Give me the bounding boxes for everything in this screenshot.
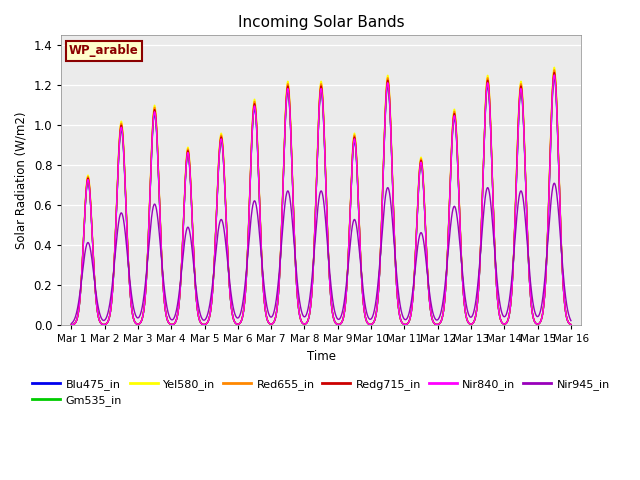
Redg715_in — [567, 322, 575, 327]
Text: WP_arable: WP_arable — [69, 44, 139, 57]
Line: Yel580_in: Yel580_in — [71, 67, 571, 325]
Nir945_in — [237, 309, 245, 314]
Gm535_in — [546, 161, 554, 167]
Redg715_in — [304, 318, 312, 324]
Red655_in — [67, 322, 75, 328]
Nir840_in — [567, 322, 575, 327]
Redg715_in — [540, 302, 548, 308]
Red655_in — [237, 319, 245, 324]
Gm535_in — [540, 303, 548, 309]
Blu475_in — [540, 303, 548, 309]
Gm535_in — [433, 322, 440, 327]
Line: Redg715_in: Redg715_in — [71, 72, 571, 325]
Nir840_in — [540, 303, 548, 309]
Blu475_in — [433, 322, 440, 327]
Line: Nir945_in: Nir945_in — [71, 183, 571, 324]
Blu475_in — [67, 322, 75, 328]
Nir945_in — [304, 307, 312, 313]
Redg715_in — [237, 319, 245, 324]
Gm535_in — [67, 322, 75, 328]
Redg715_in — [447, 169, 454, 175]
Nir840_in — [433, 322, 440, 327]
Yel580_in — [550, 64, 558, 70]
Nir945_in — [550, 180, 558, 186]
Nir945_in — [546, 211, 554, 216]
Red655_in — [546, 158, 554, 164]
Redg715_in — [67, 322, 75, 328]
Blu475_in — [304, 318, 312, 324]
X-axis label: Time: Time — [307, 349, 335, 362]
Red655_in — [447, 168, 454, 174]
Redg715_in — [546, 159, 554, 165]
Yel580_in — [433, 322, 440, 327]
Y-axis label: Solar Radiation (W/m2): Solar Radiation (W/m2) — [15, 111, 28, 249]
Red655_in — [433, 322, 440, 327]
Nir840_in — [546, 161, 554, 167]
Line: Red655_in: Red655_in — [71, 70, 571, 325]
Gm535_in — [304, 318, 312, 324]
Blu475_in — [237, 319, 245, 324]
Red655_in — [540, 302, 548, 308]
Red655_in — [304, 318, 312, 324]
Line: Nir840_in: Nir840_in — [71, 75, 571, 325]
Blu475_in — [567, 322, 575, 327]
Nir945_in — [67, 321, 75, 326]
Nir840_in — [447, 171, 454, 177]
Blu475_in — [550, 75, 558, 81]
Line: Gm535_in: Gm535_in — [71, 75, 571, 325]
Gm535_in — [237, 319, 245, 324]
Red655_in — [550, 67, 558, 73]
Nir840_in — [550, 72, 558, 78]
Nir945_in — [447, 223, 454, 228]
Blu475_in — [546, 163, 554, 168]
Nir945_in — [433, 317, 440, 323]
Gm535_in — [447, 171, 454, 177]
Line: Blu475_in: Blu475_in — [71, 78, 571, 325]
Yel580_in — [67, 322, 75, 328]
Nir945_in — [540, 287, 548, 293]
Yel580_in — [237, 318, 245, 324]
Title: Incoming Solar Bands: Incoming Solar Bands — [238, 15, 404, 30]
Gm535_in — [567, 322, 575, 327]
Nir840_in — [237, 319, 245, 324]
Nir840_in — [304, 318, 312, 324]
Nir840_in — [67, 322, 75, 328]
Yel580_in — [447, 166, 454, 172]
Yel580_in — [567, 322, 575, 327]
Legend: Blu475_in, Gm535_in, Yel580_in, Red655_in, Redg715_in, Nir840_in, Nir945_in: Blu475_in, Gm535_in, Yel580_in, Red655_i… — [29, 375, 613, 409]
Yel580_in — [304, 318, 312, 324]
Yel580_in — [540, 302, 548, 308]
Redg715_in — [433, 322, 440, 327]
Gm535_in — [550, 72, 558, 78]
Red655_in — [567, 322, 575, 327]
Blu475_in — [447, 172, 454, 178]
Yel580_in — [546, 156, 554, 162]
Redg715_in — [550, 70, 558, 75]
Nir945_in — [567, 318, 575, 324]
